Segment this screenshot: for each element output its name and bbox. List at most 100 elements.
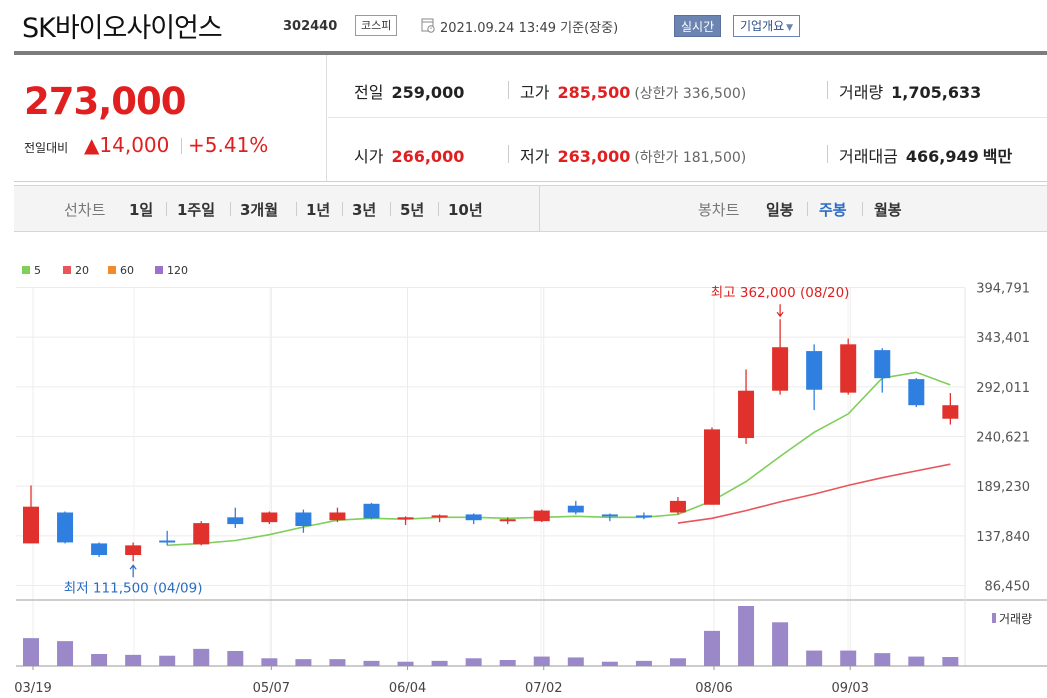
tab-3m[interactable]: 3개월 (240, 201, 279, 219)
candle-body (908, 379, 925, 406)
stat-high-value: 285,500 (557, 83, 631, 102)
candle-body (125, 545, 142, 556)
low-arrow-icon (129, 564, 137, 578)
candle-body (261, 512, 278, 523)
y-tick-label: 394,791 (976, 282, 1030, 297)
realtime-button[interactable]: 실시간 (674, 15, 722, 37)
volume-bar (806, 650, 823, 666)
volume-bar (125, 654, 142, 666)
candle-body (465, 514, 482, 521)
tab-weekly[interactable]: 주봉 (819, 201, 847, 219)
stat-amount-unit: 백만 (982, 147, 1013, 166)
quote-time: 2021.09.24 13:49 기준(장중) (440, 21, 619, 36)
tab-daily[interactable]: 일봉 (766, 201, 794, 219)
stats-row-divider (328, 117, 1047, 118)
header-divider (14, 51, 1047, 55)
x-tick-label: 07/02 (525, 681, 562, 696)
legend-label: 60 (120, 264, 134, 277)
tab-1w[interactable]: 1주일 (177, 201, 216, 219)
candle-body (397, 517, 414, 520)
y-tick-label: 343,401 (976, 331, 1030, 346)
chevron-down-icon: ▼ (786, 23, 794, 33)
volume-bar (772, 622, 789, 666)
stat-divider (827, 81, 828, 99)
volume-bar (601, 661, 618, 666)
x-tick-label: 09/03 (831, 681, 868, 696)
stat-open-label: 시가 (354, 147, 384, 166)
tab-3y[interactable]: 3년 (352, 201, 377, 219)
tab-1d[interactable]: 1일 (129, 201, 154, 219)
volume-bar (23, 638, 39, 666)
price-change-percent: +5.41% (188, 133, 269, 157)
company-overview-button[interactable]: 기업개요 ▼ (733, 15, 801, 37)
candle-body (57, 512, 74, 543)
x-tick-label: 03/19 (14, 681, 51, 696)
y-tick-label: 292,011 (976, 381, 1030, 396)
candle-body (704, 429, 720, 505)
candle-body (91, 543, 108, 556)
tab-1y[interactable]: 1년 (306, 201, 331, 219)
volume-bar (567, 657, 584, 666)
volume-bar (942, 657, 959, 666)
stat-divider (827, 145, 828, 163)
volume-bar (227, 651, 244, 666)
candle-body (23, 506, 39, 544)
volume-bar (57, 641, 74, 666)
stat-volume-value: 1,705,633 (891, 83, 982, 102)
stat-divider (508, 145, 509, 163)
stat-volume-label: 거래량 (839, 83, 884, 102)
volume-bar (91, 654, 108, 666)
tab-10y[interactable]: 10년 (448, 201, 483, 219)
volume-bar (499, 660, 516, 666)
stat-low: 저가 263,000 (하한가 181,500) (520, 143, 746, 167)
candle-body (772, 347, 789, 391)
stat-open: 시가 266,000 (354, 143, 464, 167)
candle-body (840, 344, 857, 393)
tab-divider (438, 202, 439, 216)
stat-prev-value: 259,000 (391, 83, 465, 102)
tab-monthly[interactable]: 월봉 (874, 201, 902, 219)
volume-bar (465, 658, 482, 666)
candle-body (806, 351, 823, 390)
chart-tabs: 선차트 1일 1주일 3개월 1년 3년 5년 10년 봉차트 일봉 주봉 월봉 (14, 185, 1047, 232)
low-annotation: 최저 111,500 (04/09) (64, 580, 203, 596)
volume-bar (295, 659, 312, 666)
stat-lower-limit: (하한가 181,500) (634, 150, 747, 166)
volume-bar (363, 660, 380, 666)
stats-bottom-divider (14, 181, 1047, 182)
volume-bar (159, 655, 176, 666)
candle-body (193, 523, 210, 545)
price-change: ▲14,000 (84, 133, 170, 157)
volume-bar (874, 653, 891, 666)
legend-label: 120 (167, 264, 188, 277)
x-tick-label: 08/06 (695, 681, 732, 696)
candle-body (363, 503, 380, 519)
legend-swatch (108, 266, 116, 274)
tab-divider (230, 202, 231, 216)
stat-low-label: 저가 (520, 147, 550, 166)
y-tick-label: 240,621 (976, 430, 1030, 445)
stock-chart[interactable]: 5 20 60 120 394,791 343,401 292,011 240,621 189,… (0, 250, 1047, 698)
candle-body (533, 510, 550, 522)
volume-bar (261, 658, 278, 666)
ma20-line (677, 463, 951, 524)
y-tick-label: 137,840 (976, 530, 1030, 545)
market-badge: 코스피 (355, 15, 398, 36)
y-tick-label: 189,230 (976, 480, 1030, 495)
stock-name: SK바이오사이언스 (22, 13, 223, 44)
candle-body (227, 517, 244, 525)
compare-label: 전일대비 (24, 141, 69, 155)
stat-amount: 거래대금 466,949 백만 (839, 143, 1020, 167)
change-divider (181, 138, 182, 154)
volume-bar (397, 661, 414, 666)
stat-prev-label: 전일 (354, 83, 384, 102)
legend-swatch (22, 266, 30, 274)
stat-high-label: 고가 (520, 83, 550, 102)
volume-bar (431, 660, 448, 666)
volume-bar (669, 658, 686, 666)
stat-volume: 거래량 1,705,633 (839, 79, 981, 103)
candle-body (499, 519, 516, 522)
tab-5y[interactable]: 5년 (400, 201, 425, 219)
high-arrow-icon (776, 304, 784, 318)
volume-bar (738, 606, 755, 666)
